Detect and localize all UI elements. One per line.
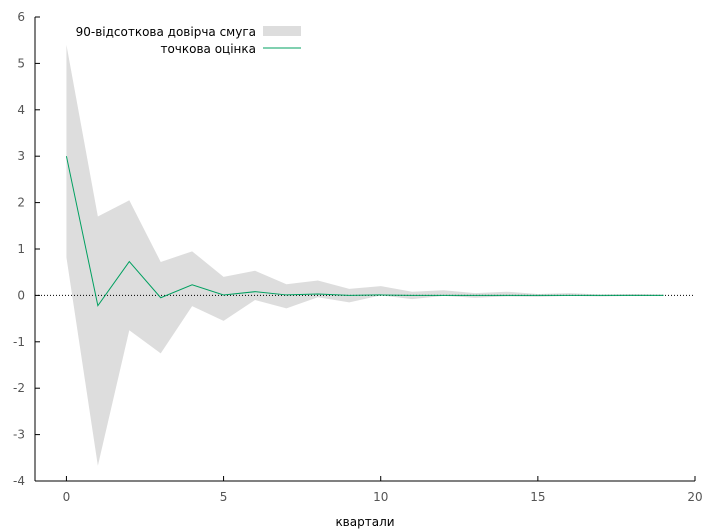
tick-labels: -4 -3 -2 -1 0 1 2 3 4 5 6 0 5 10 15 20	[13, 10, 703, 504]
x-tick-label: 10	[373, 490, 388, 504]
point-estimate-layer	[65, 156, 664, 307]
y-tick-label: 6	[17, 10, 25, 24]
x-tick-label: 5	[220, 490, 228, 504]
x-tick-label: 15	[530, 490, 545, 504]
y-tick-label: 1	[17, 242, 25, 256]
legend: 90-відсоткова довірча смуга точкова оцінк…	[76, 25, 301, 56]
y-tick-label: 5	[17, 56, 25, 70]
y-tick-label: 2	[17, 196, 25, 210]
confidence-band-layer	[66, 44, 664, 466]
x-axis-label: квартали	[335, 515, 394, 529]
confidence-band	[66, 44, 664, 466]
point-estimate-line	[65, 156, 664, 307]
y-tick-label: 3	[17, 149, 25, 163]
y-tick-label: 0	[17, 288, 25, 302]
y-tick-label: -3	[13, 428, 25, 442]
y-tick-label: -2	[13, 381, 25, 395]
y-tick-label: -4	[13, 474, 25, 488]
y-tick-label: -1	[13, 335, 25, 349]
legend-label-band: 90-відсоткова довірча смуга	[76, 25, 256, 39]
legend-swatch-band	[263, 26, 301, 36]
x-tick-label: 20	[687, 490, 702, 504]
y-tick-label: 4	[17, 103, 25, 117]
axes	[34, 16, 696, 482]
legend-label-line: точкова оцінка	[160, 42, 256, 56]
x-tick-label: 0	[63, 490, 71, 504]
